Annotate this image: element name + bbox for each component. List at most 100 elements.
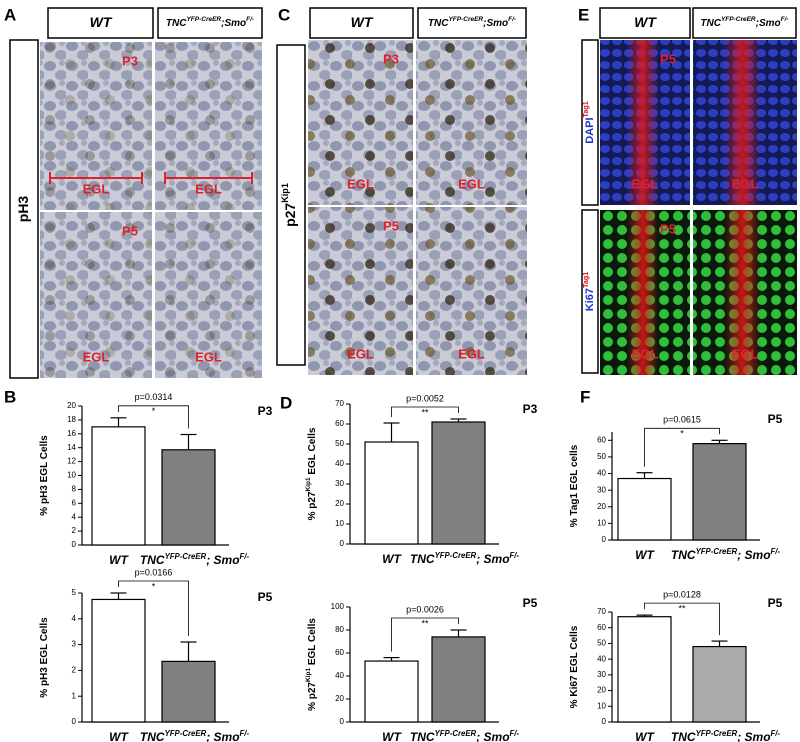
rich-label: WT	[635, 548, 655, 562]
significance-bracket	[391, 617, 459, 652]
y-tick-label: 20	[335, 694, 344, 703]
rich-label: WT	[382, 552, 402, 566]
label-part: ;Smo	[756, 18, 781, 29]
header-box	[47, 7, 154, 39]
label-part: pH3	[15, 196, 31, 223]
rich-label: WT	[109, 553, 129, 567]
stage-label: P5	[660, 221, 676, 236]
nuclei-stain	[308, 40, 413, 205]
label-part: TNC	[140, 730, 165, 742]
y-tick-label: 0	[340, 717, 345, 726]
bar	[692, 645, 747, 723]
rich-label: WT	[90, 14, 113, 30]
y-tick-label: 12	[67, 457, 76, 466]
tag1-stripe	[627, 40, 659, 205]
rich-label: TNCYFP-CreER; SmoF/-	[410, 729, 520, 742]
rich-label: % p27Kip1 EGL Cells	[305, 427, 317, 520]
chart-title: P5	[768, 412, 783, 426]
y-tick-label: 30	[335, 479, 344, 488]
bar	[692, 443, 747, 541]
y-tick-label: 60	[335, 419, 344, 428]
significance-bracket	[644, 427, 720, 467]
chart-title: P5	[523, 596, 538, 610]
rich-label: pH3	[15, 196, 31, 223]
label-part: % p27	[307, 682, 318, 711]
nuclei-stain	[416, 40, 527, 205]
superscript: F/-	[781, 16, 789, 23]
superscript: YFP-CreER	[435, 729, 477, 738]
p-value: p=0.0026	[406, 604, 444, 614]
layer-label: EGL	[732, 346, 759, 361]
significance-stars: *	[152, 406, 156, 416]
layer-label: EGL	[632, 346, 659, 361]
superscript: F/-	[771, 729, 781, 738]
header-box	[417, 7, 527, 39]
stage-label: P5	[660, 51, 676, 66]
header-box	[692, 7, 797, 39]
label-part: EGL Cells	[307, 427, 318, 477]
superscript: YFP-CreER	[165, 552, 207, 561]
y-tick-label: 10	[335, 519, 344, 528]
label-part: WT	[382, 552, 402, 566]
y-tick-label: 16	[67, 429, 76, 438]
y-tick-label: 40	[335, 459, 344, 468]
label-part: TNC	[140, 553, 165, 567]
layer-label: EGL	[632, 176, 659, 191]
panel-letter: A	[4, 5, 16, 24]
y-tick-label: 4	[72, 614, 77, 623]
y-tick-label: 40	[597, 654, 606, 663]
superscript: F/-	[240, 729, 250, 738]
label-part: ; Smo	[206, 730, 239, 742]
superscript: YFP-CreER	[696, 729, 738, 738]
rich-label: TNCYFP-CreER; SmoF/-	[410, 551, 520, 567]
y-tick-label: 50	[597, 452, 606, 461]
rich-label: % pH3 EGL Cells	[39, 617, 50, 698]
y-tick-label: 30	[597, 670, 606, 679]
label-part: ; Smo	[476, 730, 509, 742]
label-part: ;Smo	[221, 18, 246, 29]
y-tick-label: 0	[340, 539, 345, 548]
y-tick-label: 0	[72, 717, 77, 726]
header-box	[309, 7, 414, 39]
superscript: YFP-CreER	[696, 547, 738, 556]
y-tick-label: 40	[597, 469, 606, 478]
tag1-stripe	[627, 210, 659, 375]
y-tick-label: 60	[335, 648, 344, 657]
label-part: ;Smo	[483, 18, 508, 29]
label-part: DAPI	[584, 117, 596, 143]
layer-label: EGL	[83, 181, 110, 196]
layer-label: EGL	[83, 349, 110, 364]
label-part: WT	[351, 14, 374, 30]
y-tick-label: 14	[67, 443, 76, 452]
y-tick-label: 0	[602, 535, 607, 544]
row-label-box	[9, 39, 39, 379]
p-value: p=0.0052	[406, 393, 444, 403]
superscript: YFP-CreER	[186, 16, 221, 23]
nuclei-stain	[308, 207, 413, 375]
rich-label: WT	[635, 730, 655, 742]
bar	[617, 616, 672, 723]
label-part: % Tag1 EGL cells	[569, 444, 580, 527]
label-part: % p27	[307, 491, 318, 520]
bar	[617, 477, 672, 541]
y-tick-label: 50	[335, 439, 344, 448]
p-value: p=0.0615	[663, 415, 701, 425]
rich-label: TNCYFP-CreER;SmoF/-	[166, 16, 254, 28]
label-part: WT	[635, 730, 655, 742]
layer-label: EGL	[195, 181, 222, 196]
tag1-stripe	[724, 40, 761, 205]
label-part: % pH3 EGL Cells	[39, 617, 50, 698]
y-tick-label: 80	[335, 625, 344, 634]
label-part: TNC	[671, 548, 696, 562]
rich-label: % p27Kip1 EGL Cells	[305, 618, 317, 711]
bar	[431, 421, 486, 545]
chart-title: P3	[258, 404, 273, 418]
bar	[161, 660, 216, 723]
bar	[364, 660, 419, 723]
y-tick-label: 2	[72, 666, 77, 675]
tag1-stripe	[724, 210, 761, 375]
nuclei-stain	[416, 207, 527, 375]
superscript: Kip1	[305, 668, 312, 682]
layer-label: EGL	[347, 346, 374, 361]
rich-label: WT	[109, 730, 129, 742]
